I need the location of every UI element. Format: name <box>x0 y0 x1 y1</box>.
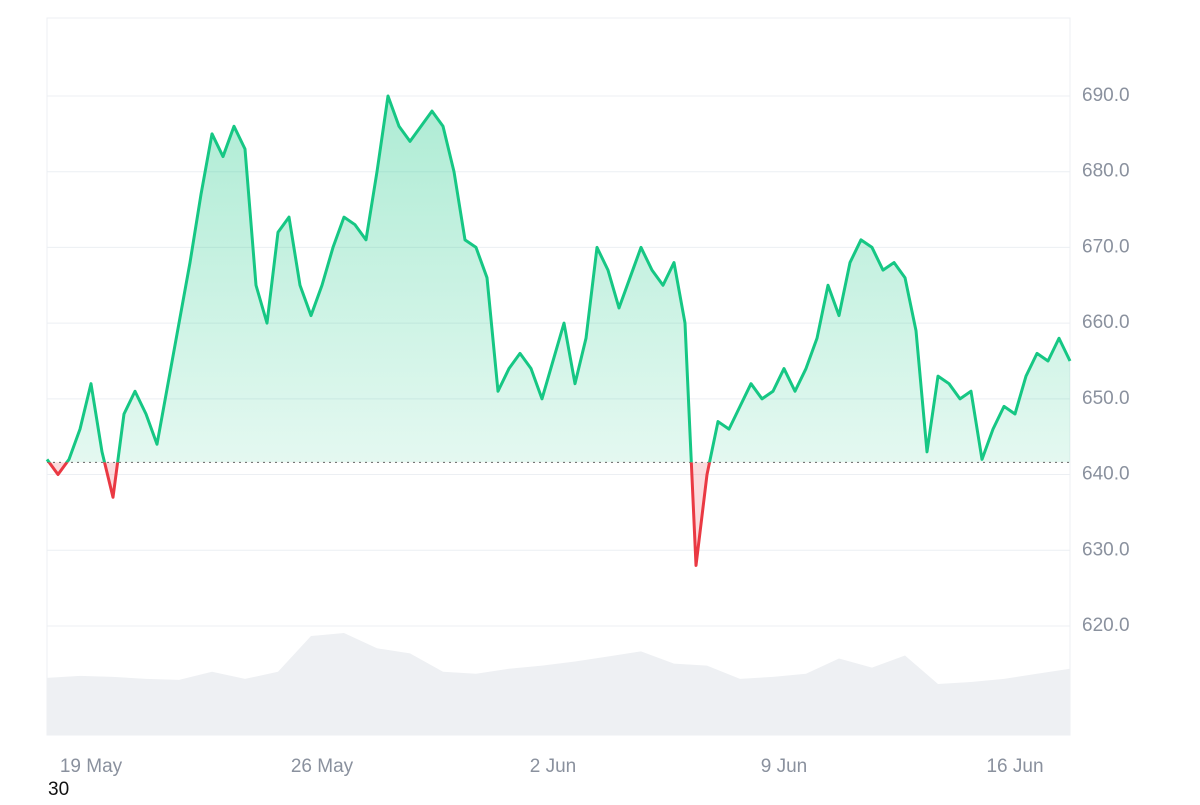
price-line-up <box>45 94 1072 463</box>
y-tick-label: 670.0 <box>1082 236 1130 257</box>
x-tick-label: 2 Jun <box>530 756 576 777</box>
x-tick-label: 19 May <box>60 756 123 777</box>
x-tick-label: 9 Jun <box>761 756 807 777</box>
footnote: 30 <box>48 779 70 800</box>
y-tick-label: 620.0 <box>1082 615 1130 636</box>
y-tick-label: 640.0 <box>1082 464 1130 485</box>
y-tick-label: 680.0 <box>1082 161 1130 182</box>
area-up <box>47 95 1070 463</box>
y-tick-label: 660.0 <box>1082 312 1130 333</box>
y-tick-label: 650.0 <box>1082 388 1130 409</box>
x-tick-label: 26 May <box>291 756 354 777</box>
volume-area <box>47 633 1070 735</box>
y-tick-label: 690.0 <box>1082 85 1130 106</box>
y-tick-label: 630.0 <box>1082 539 1130 560</box>
x-tick-label: 16 Jun <box>986 756 1043 777</box>
